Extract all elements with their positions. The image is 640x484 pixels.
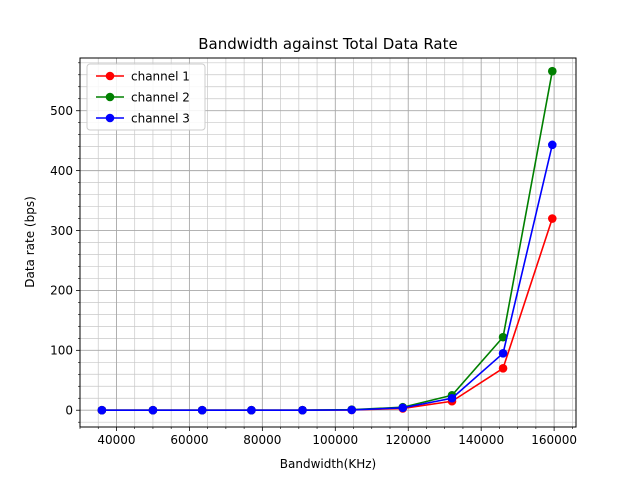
x-tick-label: 100000 bbox=[312, 433, 358, 447]
legend-box bbox=[86, 63, 206, 131]
data-point-channel-3 bbox=[398, 403, 408, 413]
y-axis-label: Data rate (bps) bbox=[23, 196, 37, 288]
data-point-channel-1 bbox=[498, 363, 508, 373]
data-point-channel-3 bbox=[148, 405, 158, 415]
data-point-channel-3 bbox=[298, 405, 307, 415]
series-layer bbox=[97, 66, 557, 415]
legend: channel 1 channel 2 channel 3 bbox=[86, 63, 206, 131]
data-point-channel-3 bbox=[447, 393, 457, 403]
y-tick-label: 0 bbox=[65, 404, 73, 418]
y-tick-label: 400 bbox=[50, 164, 73, 178]
tick-layer: 40000 60000 80000 100000 120000 140000 160000 0… bbox=[50, 62, 577, 447]
data-point-channel-3 bbox=[547, 140, 557, 150]
y-tick-label: 200 bbox=[50, 284, 73, 298]
data-point-channel-3 bbox=[498, 349, 508, 358]
data-point-channel-2 bbox=[547, 66, 557, 76]
chart-title: Bandwidth against Total Data Rate bbox=[198, 35, 457, 53]
data-point-channel-3 bbox=[97, 405, 107, 415]
y-tick-label: 300 bbox=[50, 224, 73, 238]
y-tick-label: 100 bbox=[50, 344, 73, 358]
legend-marker-channel-2 bbox=[105, 92, 115, 102]
data-point-channel-3 bbox=[197, 405, 207, 415]
data-point-channel-1 bbox=[547, 214, 557, 223]
x-tick-label: 140000 bbox=[458, 433, 504, 447]
x-tick-label: 160000 bbox=[531, 433, 577, 447]
data-point-channel-2 bbox=[498, 332, 508, 342]
x-tick-label: 80000 bbox=[243, 433, 281, 447]
x-axis-label: Bandwidth(KHz) bbox=[280, 457, 376, 471]
legend-marker-channel-3 bbox=[105, 113, 115, 123]
x-tick-label: 40000 bbox=[97, 433, 135, 447]
data-point-channel-3 bbox=[247, 405, 256, 415]
legend-label-channel-2: channel 2 bbox=[131, 91, 190, 105]
legend-marker-channel-1 bbox=[105, 71, 115, 81]
legend-label-channel-3: channel 3 bbox=[131, 112, 190, 126]
x-tick-label: 60000 bbox=[170, 433, 208, 447]
data-point-channel-3 bbox=[347, 405, 357, 415]
legend-label-channel-1: channel 1 bbox=[131, 70, 190, 84]
y-tick-label: 500 bbox=[50, 104, 73, 118]
x-tick-label: 120000 bbox=[385, 433, 431, 447]
series-line-channel-3 bbox=[101, 144, 554, 412]
